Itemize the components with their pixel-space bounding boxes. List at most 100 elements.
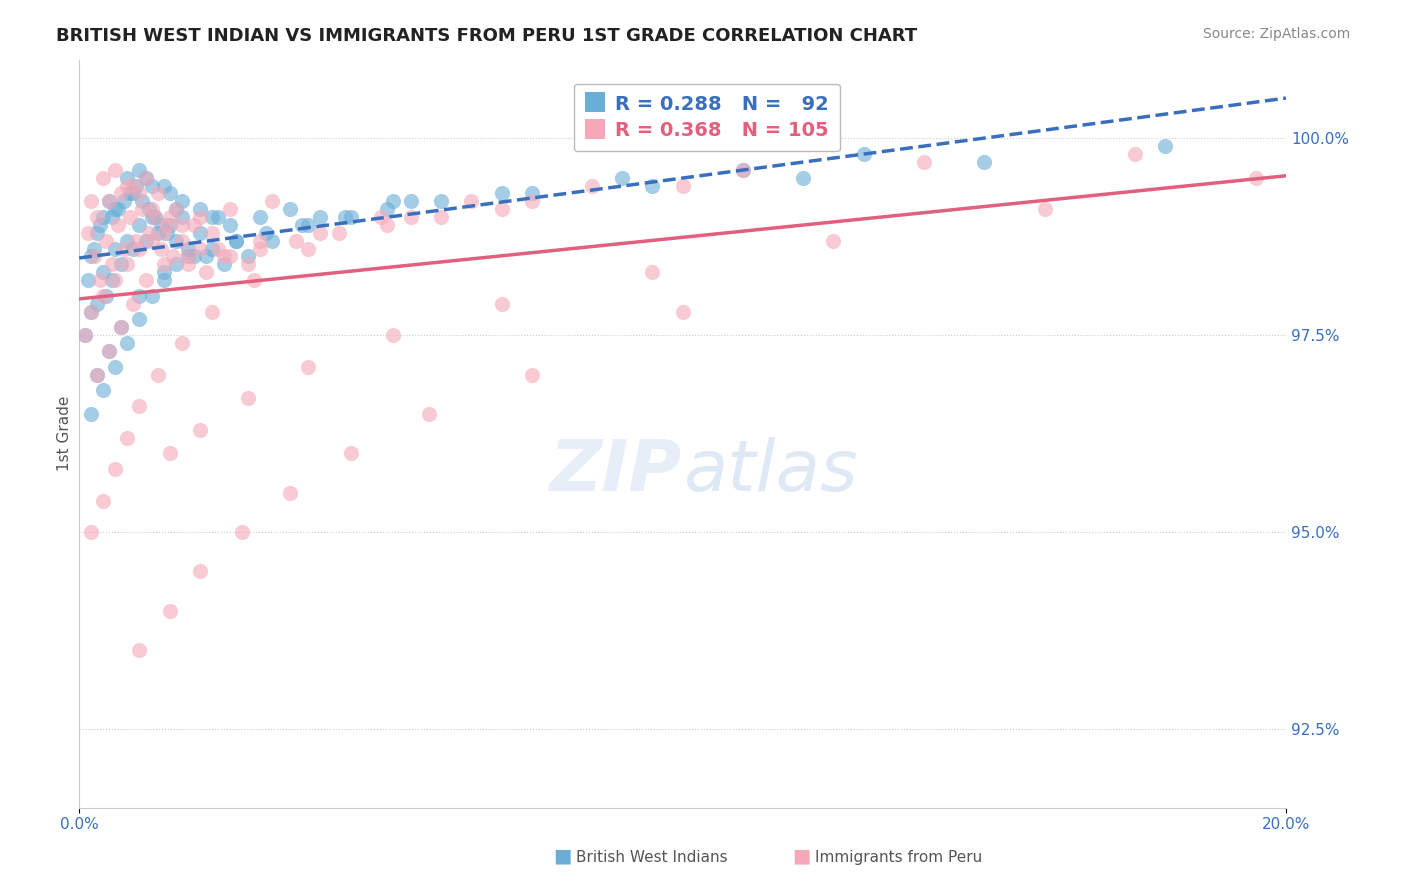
Point [128,242,150,256]
Point [138,226,160,240]
Point [219,202,242,217]
Point [80,524,103,539]
Point [170,218,193,232]
Point [207,210,229,224]
Point [1123,147,1146,161]
Point [823,234,845,248]
Point [98,343,121,358]
Point [128,312,150,326]
Point [254,226,277,240]
Point [309,226,332,240]
Point [236,391,259,405]
Point [86,296,108,310]
Text: atlas: atlas [682,436,858,506]
Point [188,226,211,240]
Point [107,202,129,217]
Point [912,155,935,169]
Point [297,242,319,256]
Point [399,194,422,209]
Point [249,210,271,224]
Point [236,257,259,271]
Point [91,289,114,303]
Point [165,234,187,248]
Point [183,218,205,232]
Point [309,210,332,224]
Point [520,368,543,382]
Point [89,273,111,287]
Point [149,242,172,256]
Point [201,210,224,224]
Point [159,604,181,618]
Point [134,170,156,185]
Point [177,250,200,264]
Point [134,170,156,185]
Point [104,462,127,476]
Point [91,493,114,508]
Point [339,210,361,224]
Point [249,242,271,256]
Point [128,218,150,232]
Point [141,234,163,248]
Point [117,178,139,193]
Point [159,446,181,460]
Point [80,407,103,421]
Y-axis label: 1st Grade: 1st Grade [58,396,72,471]
Point [188,565,211,579]
Point [177,250,200,264]
Point [188,210,211,224]
Point [297,359,319,374]
Point [262,234,284,248]
Point [91,170,114,185]
Point [375,218,398,232]
Point [520,194,543,209]
Point [152,226,174,240]
Point [101,210,124,224]
Point [177,257,200,271]
Point [138,202,160,217]
Point [110,257,132,271]
Point [120,186,142,201]
Point [170,210,193,224]
Point [120,210,142,224]
Point [112,242,135,256]
Point [104,202,127,217]
Point [128,643,150,657]
Point [156,218,179,232]
Point [225,234,247,248]
Point [89,218,111,232]
Point [125,234,148,248]
Point [117,336,139,351]
Point [104,162,127,177]
Point [1244,170,1267,185]
Point [612,170,634,185]
Text: ZIP: ZIP [550,436,682,506]
Point [86,210,108,224]
Point [297,218,319,232]
Point [80,304,103,318]
Point [188,423,211,437]
Point [152,257,174,271]
Point [792,170,814,185]
Point [381,194,404,209]
Point [212,250,235,264]
Point [149,218,172,232]
Text: British West Indians: British West Indians [576,850,728,865]
Point [201,304,224,318]
Point [194,250,217,264]
Point [146,368,169,382]
Point [159,218,181,232]
Point [170,336,193,351]
Point [159,186,181,201]
Point [128,289,150,303]
Point [96,234,118,248]
Point [77,273,100,287]
Point [110,320,132,334]
Point [98,194,121,209]
Point [75,328,97,343]
Point [122,178,145,193]
Point [375,202,398,217]
Point [104,359,127,374]
Point [188,242,211,256]
Point [141,210,163,224]
Point [491,202,513,217]
